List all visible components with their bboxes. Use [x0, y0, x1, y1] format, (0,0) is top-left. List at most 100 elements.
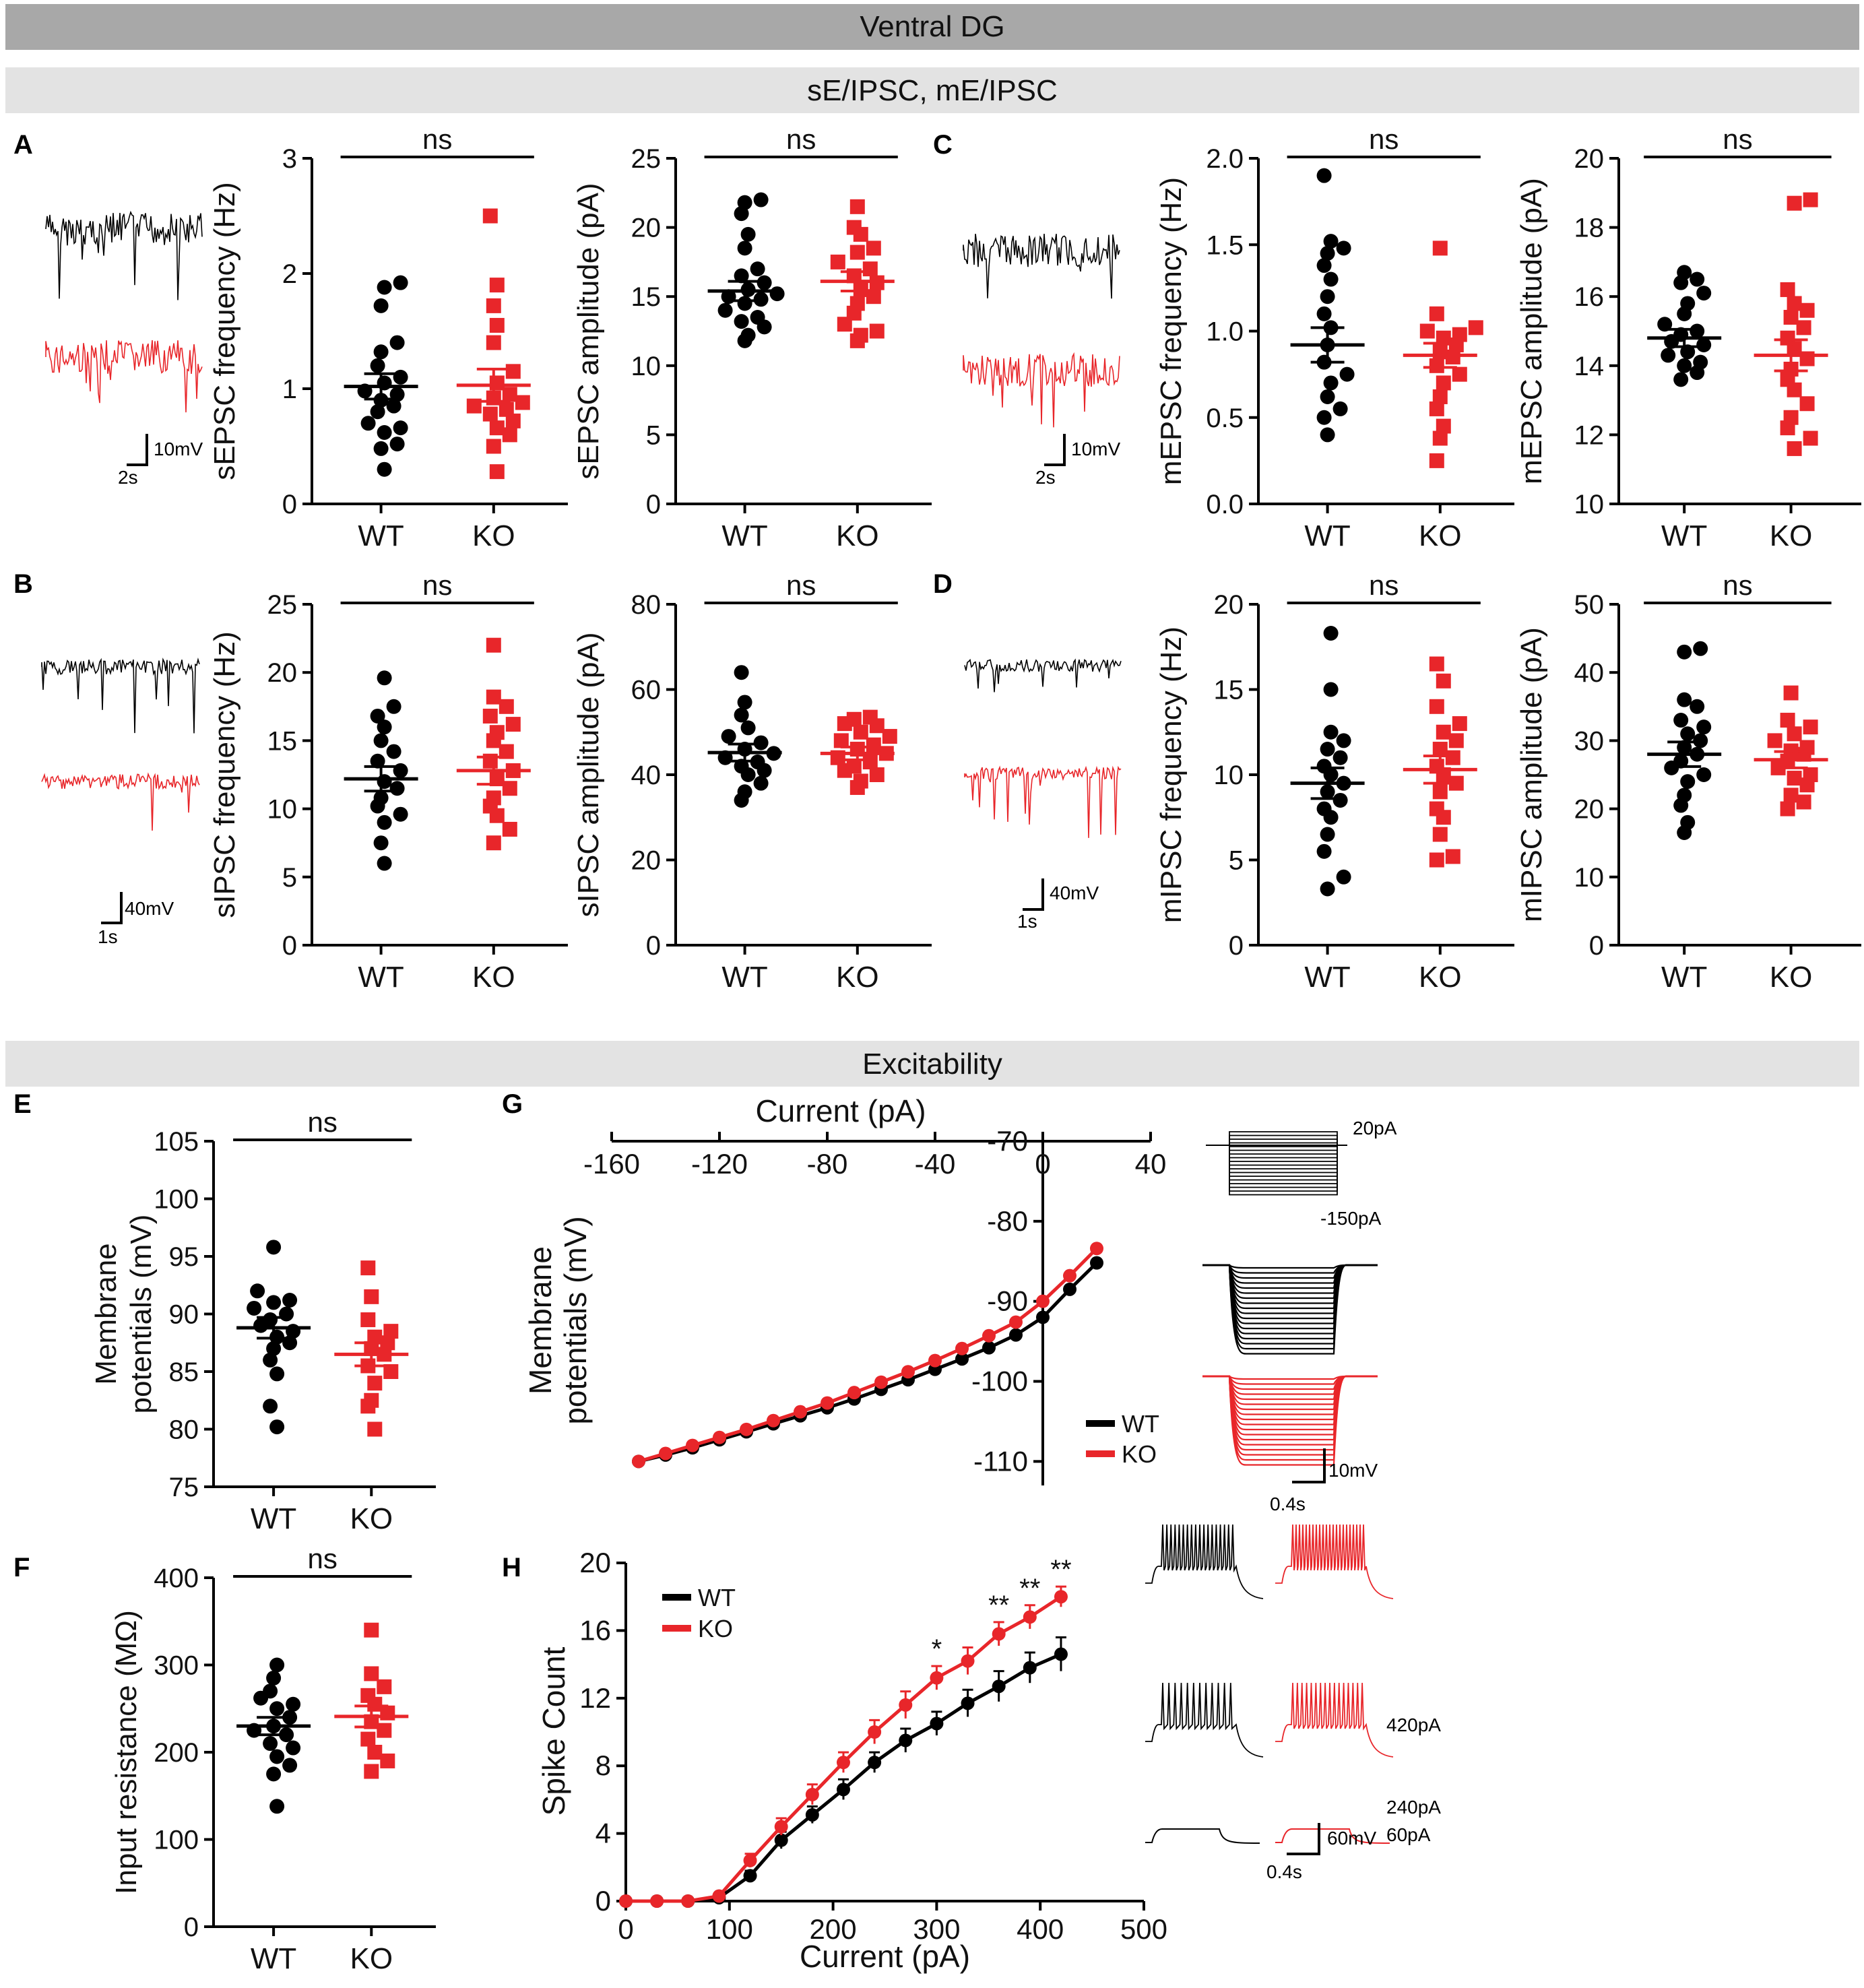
trace-a-wt [45, 210, 203, 300]
scalebar-a-voltage: 10mV [154, 439, 203, 459]
data-point-ko [505, 717, 521, 732]
y-tick-label: 0 [282, 490, 297, 519]
y-tick-label: 100 [154, 1185, 199, 1215]
y-tick-label: 5 [1229, 846, 1244, 876]
data-point-ko [1436, 330, 1451, 346]
data-point-wt [743, 1869, 757, 1883]
data-point-wt [1657, 317, 1673, 332]
data-point-wt [734, 707, 749, 723]
data-point-ko [486, 335, 501, 350]
y-tick-label: 20 [579, 1547, 611, 1578]
y-tick-label: 4 [596, 1818, 611, 1849]
current-step [1229, 1145, 1338, 1162]
data-point-ko [774, 1820, 788, 1834]
y-tick-label: 40 [631, 761, 662, 790]
data-point-ko [1452, 716, 1467, 732]
scalebar-a-time: 2s [118, 467, 138, 488]
data-point-ko [1432, 827, 1448, 842]
data-point-wt [377, 856, 392, 871]
data-point-ko [1063, 1269, 1076, 1283]
panel-letter-g: G [502, 1089, 523, 1119]
data-point-ko [853, 773, 868, 789]
data-point-ko [499, 744, 514, 759]
data-point-wt [721, 729, 736, 744]
data-point-ko [367, 1745, 383, 1760]
data-point-wt [1320, 246, 1335, 261]
data-point-ko [862, 709, 878, 725]
voltage-response-wt [1202, 1264, 1378, 1345]
data-point-wt [734, 268, 749, 284]
banner-sub: sE/IPSC, mE/IPSC [807, 74, 1058, 107]
y-axis-label: Input resistance (MΩ) [110, 1610, 143, 1894]
data-point-wt [282, 1758, 298, 1773]
y-tick-label: 200 [154, 1738, 199, 1768]
data-point-wt [1680, 296, 1696, 311]
data-point-wt [753, 192, 769, 207]
y-tick-label: 95 [169, 1242, 199, 1272]
x-tick-label: 40 [1135, 1148, 1167, 1180]
data-point-ko [505, 364, 521, 379]
data-point-ko [486, 835, 501, 851]
data-point-wt [1673, 372, 1689, 387]
data-point-ko [502, 821, 517, 837]
data-point-ko [1787, 771, 1802, 786]
legend-label-ko: KO [1122, 1440, 1157, 1468]
y-axis-label: sEPSC frequency (Hz) [208, 182, 241, 480]
data-point-wt [370, 404, 385, 420]
data-point-ko [659, 1446, 672, 1461]
y-tick-label: 10 [1574, 490, 1605, 519]
data-point-ko [1036, 1294, 1050, 1308]
x-tick-label: KO [472, 519, 515, 552]
data-point-wt [393, 806, 408, 822]
y-tick-label: 20 [1214, 590, 1244, 620]
data-point-wt [377, 814, 392, 830]
y-tick-label: 0 [596, 1885, 611, 1917]
x-tick-label: WT [358, 519, 404, 552]
data-point-wt [266, 1295, 282, 1310]
data-point-wt [1036, 1310, 1050, 1324]
trace-d-wt [964, 658, 1122, 693]
data-point-ko [1432, 430, 1448, 446]
data-point-wt [737, 195, 752, 210]
x-tick-label: KO [1770, 519, 1813, 552]
panel-letter-f: F [13, 1553, 30, 1582]
y-tick-label: 75 [169, 1473, 199, 1502]
y-tick-label: 0 [1229, 931, 1244, 961]
data-point-ko [1787, 195, 1802, 211]
data-point-ko [502, 387, 517, 402]
voltage-response-ko [1202, 1375, 1378, 1405]
data-point-wt [1661, 348, 1676, 363]
series-line-ko [638, 1247, 1098, 1463]
data-point-wt [269, 1701, 285, 1717]
data-point-wt [373, 733, 389, 748]
banner-excitability-bg [5, 1041, 1859, 1087]
data-point-wt [1673, 713, 1689, 728]
data-point-ko [1799, 396, 1815, 412]
y-tick-label: 0 [1589, 931, 1604, 961]
plot-spike-count: 0 100 200 300 400 500 0 4 8 12 16 20 Current (pA) Spi… [536, 1547, 1167, 1974]
current-step [1229, 1142, 1338, 1145]
data-point-ko [846, 759, 862, 774]
data-point-ko [367, 1329, 383, 1345]
trace-c-wt [963, 233, 1120, 299]
data-point-ko [1429, 699, 1444, 714]
data-point-ko [377, 1723, 392, 1738]
x-tick-label: KO [1419, 961, 1462, 994]
data-point-wt [389, 781, 405, 796]
y-tick-label: 12 [1574, 420, 1605, 450]
y-axis-label: mIPSC amplitude (pA) [1515, 627, 1548, 922]
data-point-ko [853, 724, 868, 740]
data-point-wt [740, 720, 756, 736]
y-tick-label: 1.5 [1206, 230, 1244, 260]
voltage-response-wt [1202, 1264, 1378, 1324]
data-point-wt [757, 275, 772, 290]
plot-membrane-potentials: 75 80 85 90 95 100 105 WT KO Membrane potentials (… [90, 1106, 436, 1535]
trace-a-ko [45, 340, 203, 413]
data-point-ko [364, 1764, 379, 1779]
data-point-ko [619, 1894, 633, 1908]
data-point-ko [505, 413, 521, 428]
data-point-wt [805, 1807, 819, 1822]
data-point-wt [389, 335, 405, 350]
data-point-wt [263, 1736, 278, 1752]
